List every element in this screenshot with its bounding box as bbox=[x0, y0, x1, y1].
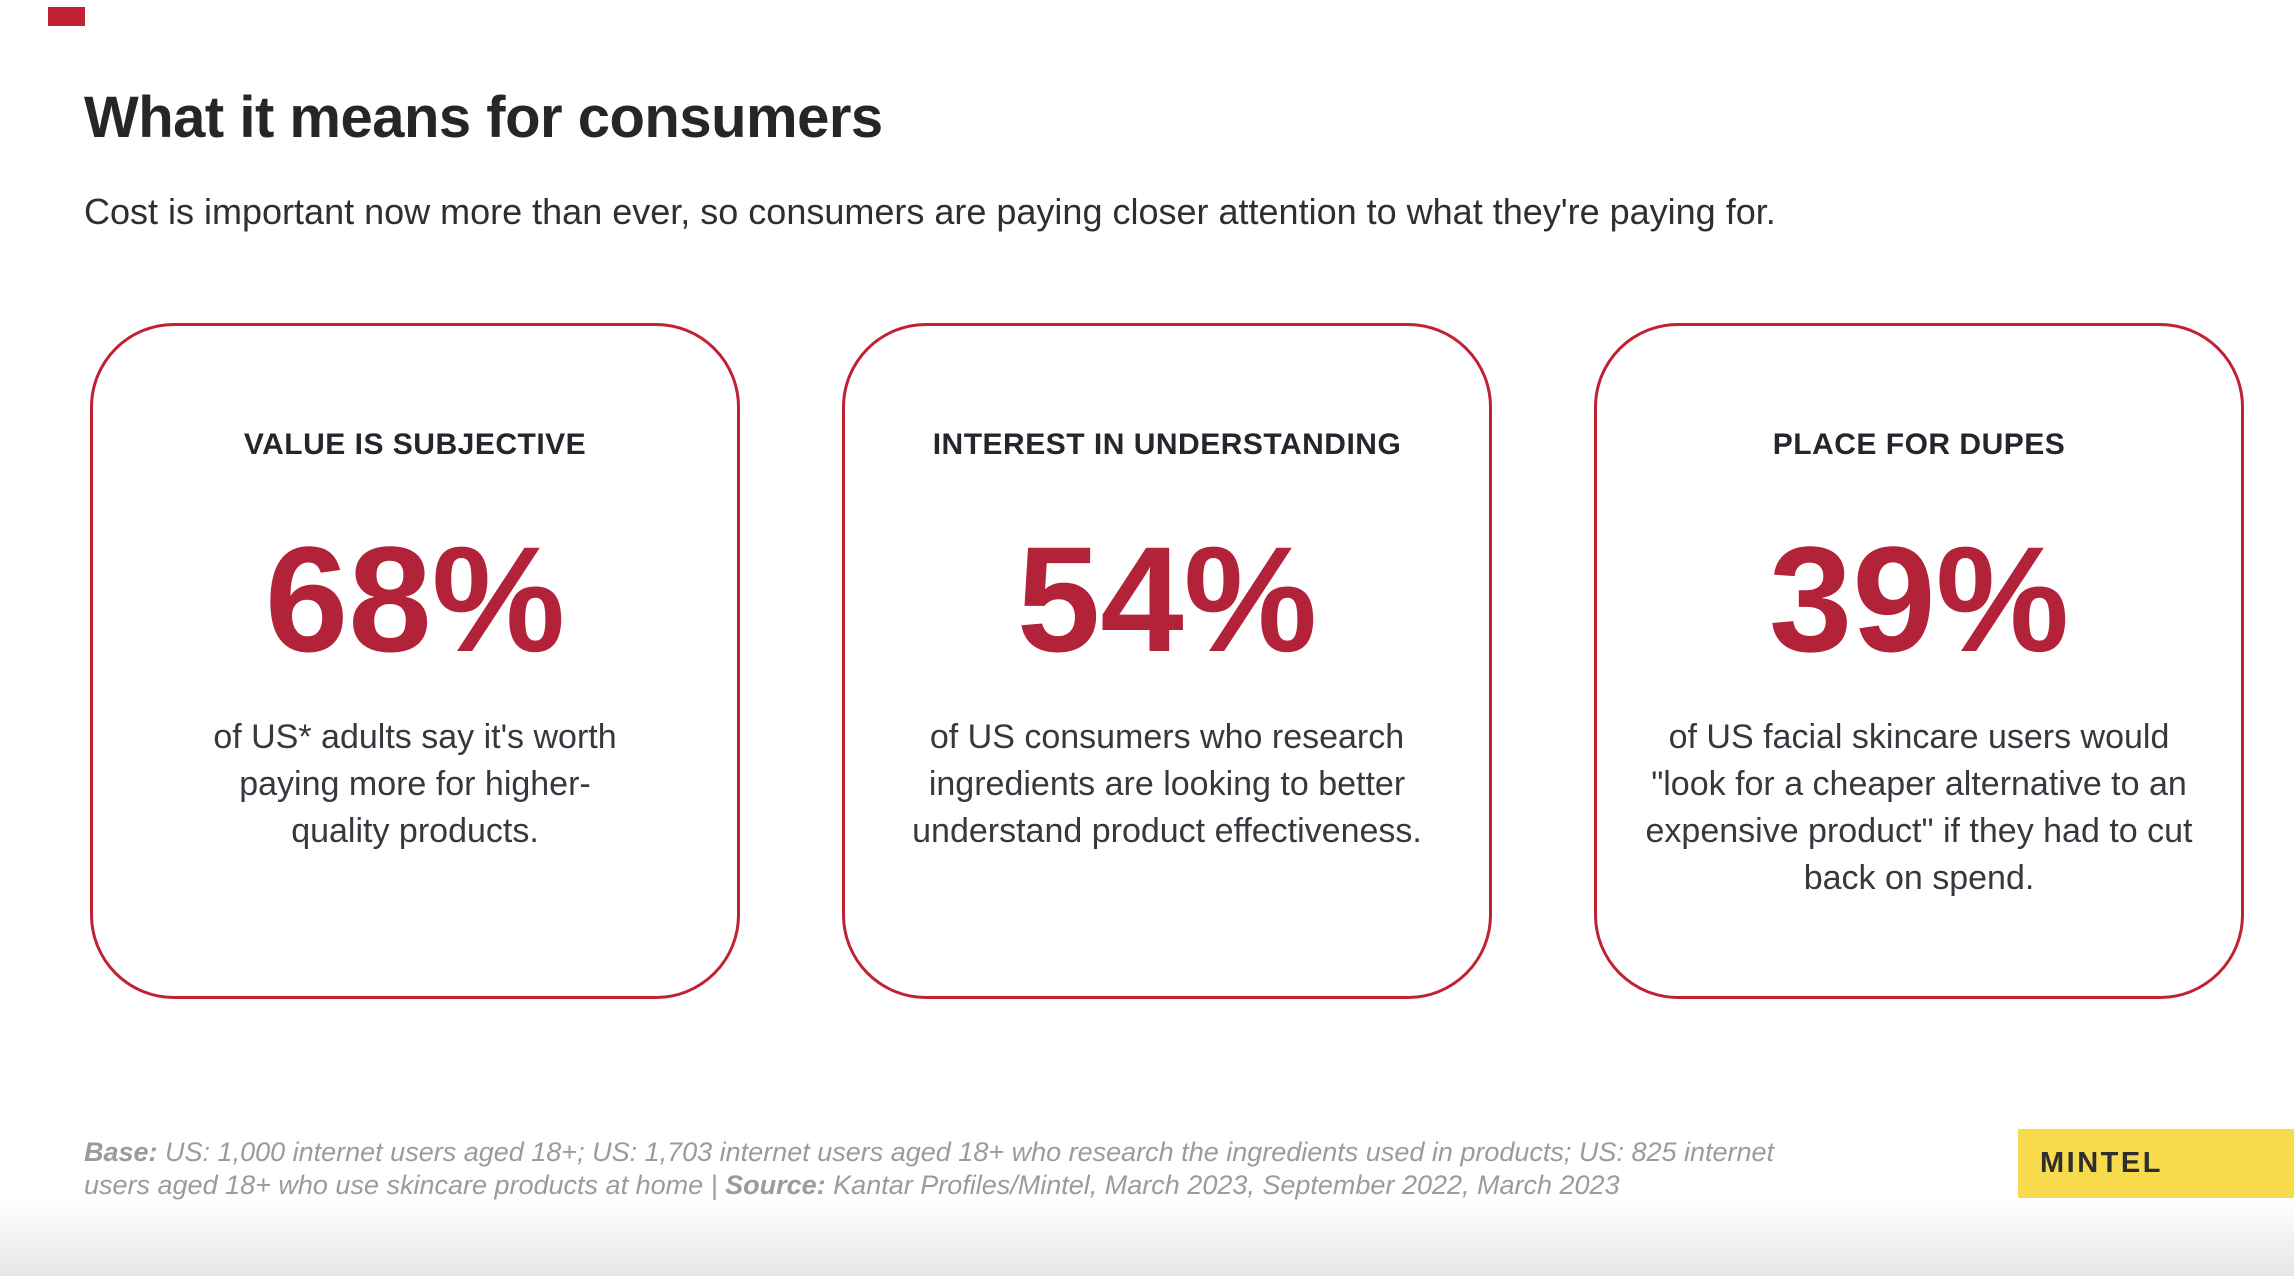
footnote: Base: US: 1,000 internet users aged 18+;… bbox=[84, 1136, 1774, 1202]
card-heading: PLACE FOR DUPES bbox=[1772, 428, 2066, 461]
card-description: of US* adults say it's worth paying more… bbox=[213, 718, 617, 850]
slide-accent-dash bbox=[48, 7, 85, 26]
footnote-line-2-pre: users aged 18+ who use skincare products… bbox=[84, 1170, 726, 1201]
footnote-line-1: Base: US: 1,000 internet users aged 18+;… bbox=[84, 1136, 1774, 1169]
stat-cards-row: VALUE IS SUBJECTIVE 68% of US* adults sa… bbox=[90, 323, 2244, 999]
card-description: of US facial skincare users would "look … bbox=[1645, 718, 2193, 897]
stat-card-place-for-dupes: PLACE FOR DUPES 39% of US facial skincar… bbox=[1594, 323, 2244, 999]
card-stat-value: 39% bbox=[1768, 515, 2070, 683]
card-stat-value: 68% bbox=[264, 515, 566, 683]
card-description: of US consumers who research ingredients… bbox=[912, 718, 1422, 850]
card-heading: INTEREST IN UNDERSTANDING bbox=[932, 428, 1402, 461]
mintel-logo: MINTEL bbox=[2018, 1129, 2294, 1198]
footnote-line-2-text: Kantar Profiles/Mintel, March 2023, Sept… bbox=[825, 1170, 1620, 1201]
stat-card-value-is-subjective: VALUE IS SUBJECTIVE 68% of US* adults sa… bbox=[90, 323, 740, 999]
mintel-logo-text: MINTEL bbox=[2040, 1147, 2163, 1179]
footnote-source-label: Source: bbox=[725, 1170, 826, 1201]
card-heading: VALUE IS SUBJECTIVE bbox=[243, 428, 587, 461]
card-stat-value: 54% bbox=[1016, 515, 1318, 683]
slide-bottom-edge bbox=[0, 1200, 2294, 1276]
stat-card-interest-in-understanding: INTEREST IN UNDERSTANDING 54% of US cons… bbox=[842, 323, 1492, 999]
footnote-line-2: users aged 18+ who use skincare products… bbox=[84, 1169, 1774, 1202]
footnote-base-label: Base: bbox=[84, 1137, 158, 1167]
page-subtitle: Cost is important now more than ever, so… bbox=[84, 191, 1776, 232]
page-title: What it means for consumers bbox=[84, 85, 883, 150]
footnote-line-1-text: US: 1,000 internet users aged 18+; US: 1… bbox=[157, 1137, 1775, 1167]
